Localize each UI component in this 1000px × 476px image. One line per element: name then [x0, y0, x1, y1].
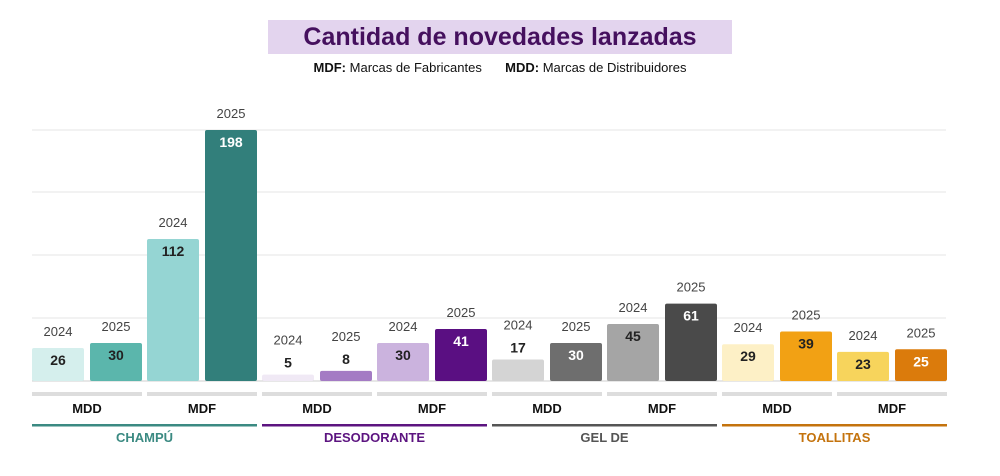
group-bar-champu-mdf	[147, 392, 257, 396]
legend-key-mdd: MDD:	[505, 60, 540, 75]
year-label-desodorante-mdd-2024: 2024	[274, 333, 303, 348]
bar-gel-de-mdd-2025	[550, 342, 602, 381]
value-label-desodorante-mdd-2024: 5	[284, 355, 292, 371]
value-label-desodorante-mdf-2024: 30	[395, 347, 411, 363]
group-label-toallitas-mdd: MDD	[762, 401, 792, 416]
group-label-gel-de-mdd: MDD	[532, 401, 562, 416]
category-line-gel-de	[492, 424, 717, 427]
year-label-gel-de-mdd-2024: 2024	[504, 317, 533, 332]
value-label-toallitas-mdd-2024: 29	[740, 348, 756, 364]
group-bar-gel-de-mdf	[607, 392, 717, 396]
group-bar-gel-de-mdd	[492, 392, 602, 396]
year-label-gel-de-mdd-2025: 2025	[562, 319, 591, 334]
group-bar-desodorante-mdd	[262, 392, 372, 396]
year-label-desodorante-mdf-2024: 2024	[389, 319, 418, 334]
bar-gel-de-mdd-2024	[492, 359, 544, 381]
group-bar-toallitas-mdf	[837, 392, 947, 396]
legend-text-mdd: Marcas de Distribuidores	[542, 60, 687, 75]
value-label-champu-mdf-2025: 198	[219, 134, 243, 150]
category-line-desodorante	[262, 424, 487, 427]
category-line-champu	[32, 424, 257, 427]
value-label-gel-de-mdf-2025: 61	[683, 308, 699, 324]
value-label-gel-de-mdd-2025: 30	[568, 347, 584, 363]
bar-champu-mdf-2024	[147, 239, 199, 381]
value-label-toallitas-mdf-2024: 23	[855, 356, 871, 372]
bar-desodorante-mdd-2025	[320, 370, 372, 381]
value-label-desodorante-mdf-2025: 41	[453, 333, 469, 349]
year-label-desodorante-mdd-2025: 2025	[332, 329, 361, 344]
year-label-toallitas-mdf-2025: 2025	[907, 325, 936, 340]
group-label-toallitas-mdf: MDF	[878, 401, 906, 416]
bar-gel-de-mdf-2025	[665, 303, 717, 381]
category-line-toallitas	[722, 424, 947, 427]
group-bar-desodorante-mdf	[377, 392, 487, 396]
category-label-toallitas: TOALLITAS	[799, 430, 871, 445]
category-label-champu: CHAMPÚ	[116, 430, 173, 445]
legend: MDF: Marcas de Fabricantes MDD: Marcas d…	[0, 60, 1000, 75]
year-label-desodorante-mdf-2025: 2025	[447, 305, 476, 320]
bar-toallitas-mdd-2025	[780, 331, 832, 381]
legend-text-mdf: Marcas de Fabricantes	[349, 60, 482, 75]
group-label-desodorante-mdf: MDF	[418, 401, 446, 416]
year-label-champu-mdf-2025: 2025	[217, 106, 246, 121]
category-label-desodorante: DESODORANTE	[324, 430, 425, 445]
value-label-champu-mdd-2024: 26	[50, 352, 66, 368]
year-label-toallitas-mdd-2025: 2025	[792, 308, 821, 323]
bar-champu-mdd-2024	[32, 348, 84, 381]
group-label-champu-mdd: MDD	[72, 401, 102, 416]
bar-champu-mdd-2025	[90, 342, 142, 381]
bar-toallitas-mdd-2024	[722, 344, 774, 381]
value-label-toallitas-mdf-2025: 25	[913, 353, 929, 369]
value-label-toallitas-mdd-2025: 39	[798, 336, 814, 352]
value-label-gel-de-mdf-2024: 45	[625, 328, 641, 344]
title-box: Cantidad de novedades lanzadas	[268, 20, 732, 54]
legend-key-mdf: MDF:	[313, 60, 347, 75]
year-label-champu-mdd-2025: 2025	[102, 319, 131, 334]
year-label-toallitas-mdf-2024: 2024	[849, 328, 878, 343]
year-label-toallitas-mdd-2024: 2024	[734, 320, 763, 335]
year-label-gel-de-mdf-2025: 2025	[677, 280, 706, 295]
value-label-gel-de-mdd-2024: 17	[510, 339, 526, 355]
bar-toallitas-mdf-2024	[837, 351, 889, 381]
group-label-desodorante-mdd: MDD	[302, 401, 332, 416]
bar-desodorante-mdf-2024	[377, 342, 429, 381]
bar-desodorante-mdd-2024	[262, 374, 314, 381]
value-label-champu-mdd-2025: 30	[108, 347, 124, 363]
group-label-gel-de-mdf: MDF	[648, 401, 676, 416]
bar-gel-de-mdf-2024	[607, 323, 659, 381]
year-label-champu-mdd-2024: 2024	[44, 324, 73, 339]
group-bar-champu-mdd	[32, 392, 142, 396]
value-label-champu-mdf-2024: 112	[162, 243, 185, 259]
value-label-desodorante-mdd-2025: 8	[342, 351, 350, 367]
category-label-gel-de: GEL DE	[580, 430, 628, 445]
group-label-champu-mdf: MDF	[188, 401, 216, 416]
year-label-gel-de-mdf-2024: 2024	[619, 300, 648, 315]
year-label-champu-mdf-2024: 2024	[159, 215, 188, 230]
group-bar-toallitas-mdd	[722, 392, 832, 396]
bar-champu-mdf-2025	[205, 130, 257, 381]
bar-desodorante-mdf-2025	[435, 329, 487, 381]
bar-toallitas-mdf-2025	[895, 349, 947, 381]
chart-title: Cantidad de novedades lanzadas	[303, 22, 697, 51]
